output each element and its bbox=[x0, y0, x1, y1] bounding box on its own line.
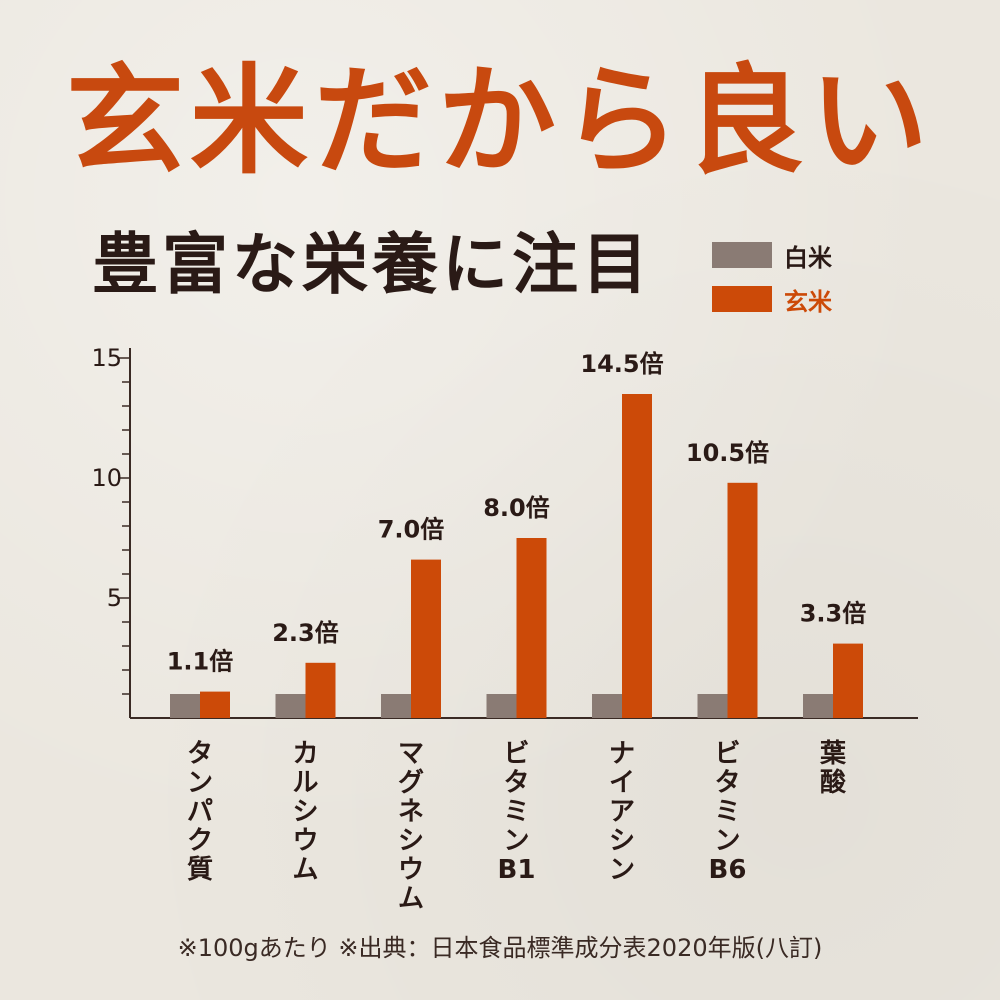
x-category-label: パ bbox=[187, 797, 213, 827]
x-category-label: ナ bbox=[609, 739, 635, 769]
x-category-label: ウ bbox=[292, 826, 318, 856]
x-category-label: ム bbox=[398, 884, 424, 914]
x-category-label: シ bbox=[609, 826, 635, 856]
page-title: 玄米だから良い bbox=[65, 52, 934, 190]
bar-white-rice bbox=[592, 694, 622, 718]
bar-data-label: 14.5倍 bbox=[580, 350, 663, 378]
x-category-label: ム bbox=[292, 855, 318, 885]
legend-label-white-rice: 白米 bbox=[784, 243, 832, 272]
x-category-label: ン bbox=[609, 855, 635, 885]
bar-white-rice bbox=[381, 694, 411, 718]
x-category-label: ビ bbox=[714, 739, 740, 769]
bar-white-rice bbox=[275, 694, 306, 718]
x-category-label: B6 bbox=[709, 855, 747, 885]
x-category-label: ミ bbox=[714, 797, 740, 827]
x-category-label: シ bbox=[398, 826, 424, 856]
x-category-label: ア bbox=[609, 797, 635, 827]
x-category-label: B1 bbox=[498, 855, 536, 885]
bar-data-label: 1.1倍 bbox=[167, 648, 234, 676]
bar-brown-rice bbox=[200, 691, 230, 718]
x-category-label: 質 bbox=[187, 855, 213, 885]
x-category-label: マ bbox=[398, 739, 424, 769]
page-subtitle: 豊富な栄養に注目 bbox=[92, 226, 652, 303]
bar-brown-rice bbox=[305, 662, 336, 718]
bar-brown-rice bbox=[727, 482, 758, 718]
x-category-label: ビ bbox=[503, 739, 529, 769]
x-category-label: 酸 bbox=[820, 768, 847, 798]
x-category-label: グ bbox=[398, 768, 424, 798]
bar-data-label: 8.0倍 bbox=[483, 494, 550, 522]
y-tick-label: 10 bbox=[91, 464, 122, 492]
bar-white-rice bbox=[697, 694, 728, 718]
bar-brown-rice bbox=[411, 559, 441, 718]
bar-data-label: 3.3倍 bbox=[800, 600, 867, 628]
bar-brown-rice bbox=[516, 538, 547, 718]
x-category-label: ウ bbox=[398, 855, 424, 885]
bar-brown-rice bbox=[833, 643, 863, 718]
legend-label-brown-rice: 玄米 bbox=[784, 287, 832, 316]
bar-data-label: 7.0倍 bbox=[378, 516, 445, 544]
y-tick-label: 15 bbox=[91, 344, 122, 372]
y-tick-label: 5 bbox=[107, 584, 122, 612]
x-category-label: タ bbox=[503, 768, 529, 798]
x-category-label: ン bbox=[714, 826, 740, 856]
bar-white-rice bbox=[486, 694, 517, 718]
x-category-label: ン bbox=[187, 768, 213, 798]
footnote-source: ※100gあたり ※出典：日本食品標準成分表2020年版(八訂) bbox=[177, 934, 823, 962]
x-category-label: イ bbox=[609, 768, 635, 798]
legend-swatch-white-rice bbox=[712, 242, 772, 268]
x-category-label: ン bbox=[503, 826, 529, 856]
bar-data-label: 2.3倍 bbox=[272, 619, 339, 647]
bar-white-rice bbox=[170, 694, 200, 718]
x-category-label: 葉 bbox=[819, 739, 847, 769]
x-category-label: カ bbox=[292, 739, 318, 769]
x-category-label: ネ bbox=[398, 797, 424, 827]
x-category-label: ク bbox=[187, 826, 213, 856]
legend-item-white-rice: 白米 bbox=[712, 240, 832, 272]
legend-item-brown-rice: 玄米 bbox=[712, 284, 832, 316]
chart-legend: 白米 玄米 bbox=[712, 240, 832, 328]
x-category-label: シ bbox=[292, 797, 318, 827]
x-category-label: ミ bbox=[503, 797, 529, 827]
x-category-label: ル bbox=[292, 768, 318, 798]
x-category-label: タ bbox=[714, 768, 740, 798]
bar-brown-rice bbox=[622, 394, 652, 718]
bar-white-rice bbox=[803, 694, 833, 718]
x-category-label: タ bbox=[187, 739, 213, 769]
legend-swatch-brown-rice bbox=[712, 286, 772, 312]
bar-data-label: 10.5倍 bbox=[686, 439, 769, 467]
